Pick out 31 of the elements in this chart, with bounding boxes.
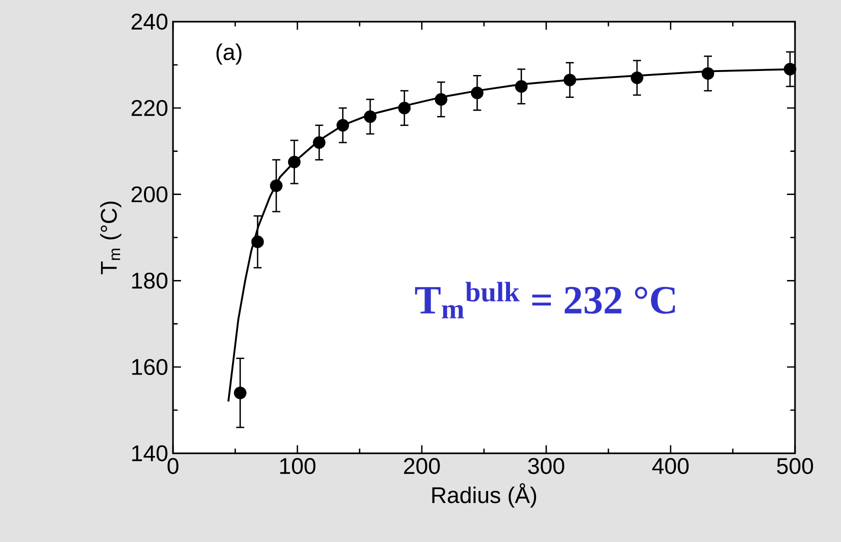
point <box>515 80 528 93</box>
point <box>364 110 376 123</box>
y-tick-label: 240 <box>132 14 168 30</box>
y-tick-label: 220 <box>132 100 168 116</box>
annotation: (a) <box>216 44 242 65</box>
point <box>336 119 350 132</box>
y-tick-label: 160 <box>132 358 168 376</box>
point <box>312 136 326 149</box>
annotation: T$_{m}$$^{bulk}$ = 232 °C <box>415 282 675 318</box>
x-tick-label: 300 <box>528 458 564 474</box>
point <box>470 86 484 100</box>
y-axis-title: T$_{m}$ (°C) <box>100 202 122 274</box>
x-tick-label: 400 <box>652 458 689 474</box>
x-tick-label: 500 <box>777 458 814 474</box>
x-tick-label: 100 <box>280 458 316 474</box>
point <box>564 74 576 86</box>
point <box>434 93 448 106</box>
point <box>251 236 264 248</box>
point <box>784 62 796 76</box>
y-tick-label: 180 <box>132 272 168 289</box>
point <box>234 386 246 400</box>
point <box>288 156 301 168</box>
y-tick-label: 140 <box>132 445 168 462</box>
point <box>398 102 411 114</box>
point <box>270 179 283 192</box>
x-axis-title: Radius (Å) <box>432 483 536 508</box>
x-tick-label: 0 <box>168 458 178 474</box>
point <box>630 72 644 84</box>
point <box>702 67 714 80</box>
x-tick-label: 200 <box>404 458 440 474</box>
y-tick-label: 200 <box>132 186 168 202</box>
